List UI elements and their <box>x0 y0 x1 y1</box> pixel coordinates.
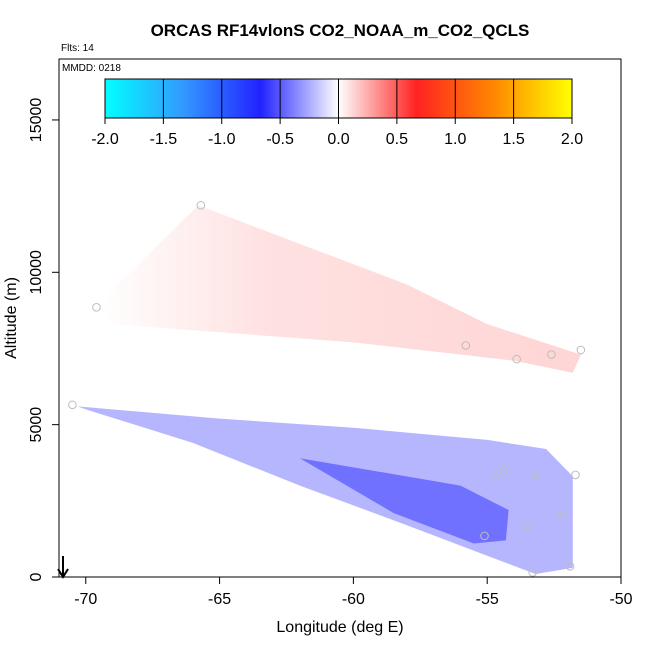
sample-point <box>547 350 556 359</box>
sample-point <box>523 520 532 530</box>
x-tick-label: -60 <box>342 591 365 608</box>
colorbar-tick-label: -1.0 <box>208 131 236 148</box>
x-axis-label: Longitude (deg E) <box>276 619 403 636</box>
colorbar-tick-label: -2.0 <box>91 131 119 148</box>
lower-negative-region <box>77 406 573 574</box>
sample-point <box>92 303 101 312</box>
sample-point <box>498 466 508 475</box>
colorbar-tick-label: 1.5 <box>503 131 525 148</box>
sample-point <box>480 531 489 541</box>
down-arrow-icon <box>57 556 69 579</box>
y-axis-label: Altitude (m) <box>3 277 20 359</box>
sample-point <box>196 200 206 210</box>
colorbar-tick-label: -0.5 <box>266 131 294 148</box>
colorbar-tick-label: 0.0 <box>327 131 349 148</box>
sample-point <box>512 354 521 364</box>
x-tick-label: -55 <box>476 591 499 608</box>
x-tick-label: -50 <box>609 591 632 608</box>
y-tick-label: 0 <box>28 572 45 581</box>
sample-point <box>461 341 471 350</box>
colorbar-tick-label: 1.0 <box>444 131 466 148</box>
mmdd-note: MMDD: 0218 <box>62 63 121 74</box>
upper-positive-region <box>96 205 581 373</box>
x-tick-label: -70 <box>74 591 97 608</box>
sample-point <box>565 562 575 571</box>
colorbar-tick-label: -1.5 <box>150 131 178 148</box>
sample-point <box>576 345 586 355</box>
chart-title: ORCAS RF14vlonS CO2_NOAA_m_CO2_QCLS <box>151 21 530 40</box>
sample-point <box>68 400 77 410</box>
sample-point <box>490 472 500 481</box>
sample-point <box>571 470 580 480</box>
sample-point <box>557 511 567 521</box>
colorbar-tick-label: 2.0 <box>561 131 583 148</box>
x-tick-label: -65 <box>208 591 231 608</box>
y-tick-label: 10000 <box>28 250 45 295</box>
x-axis: -70 -65 -60 -55 -50 <box>74 576 633 608</box>
flights-note: Flts: 14 <box>61 43 94 54</box>
y-tick-label: 15000 <box>28 98 45 143</box>
sample-point <box>531 470 540 480</box>
sample-point <box>528 568 537 577</box>
colorbar: -2.0 -1.5 -1.0 -0.5 0.0 0.5 1.0 1.5 2.0 <box>91 78 583 148</box>
lower-strong-negative-core <box>299 458 509 544</box>
sample-points <box>68 200 586 577</box>
colorbar-tick-label: 0.5 <box>386 131 408 148</box>
y-axis: 0 5000 10000 15000 <box>28 98 59 581</box>
heatmap-regions <box>77 205 581 574</box>
y-tick-label: 5000 <box>28 407 45 443</box>
